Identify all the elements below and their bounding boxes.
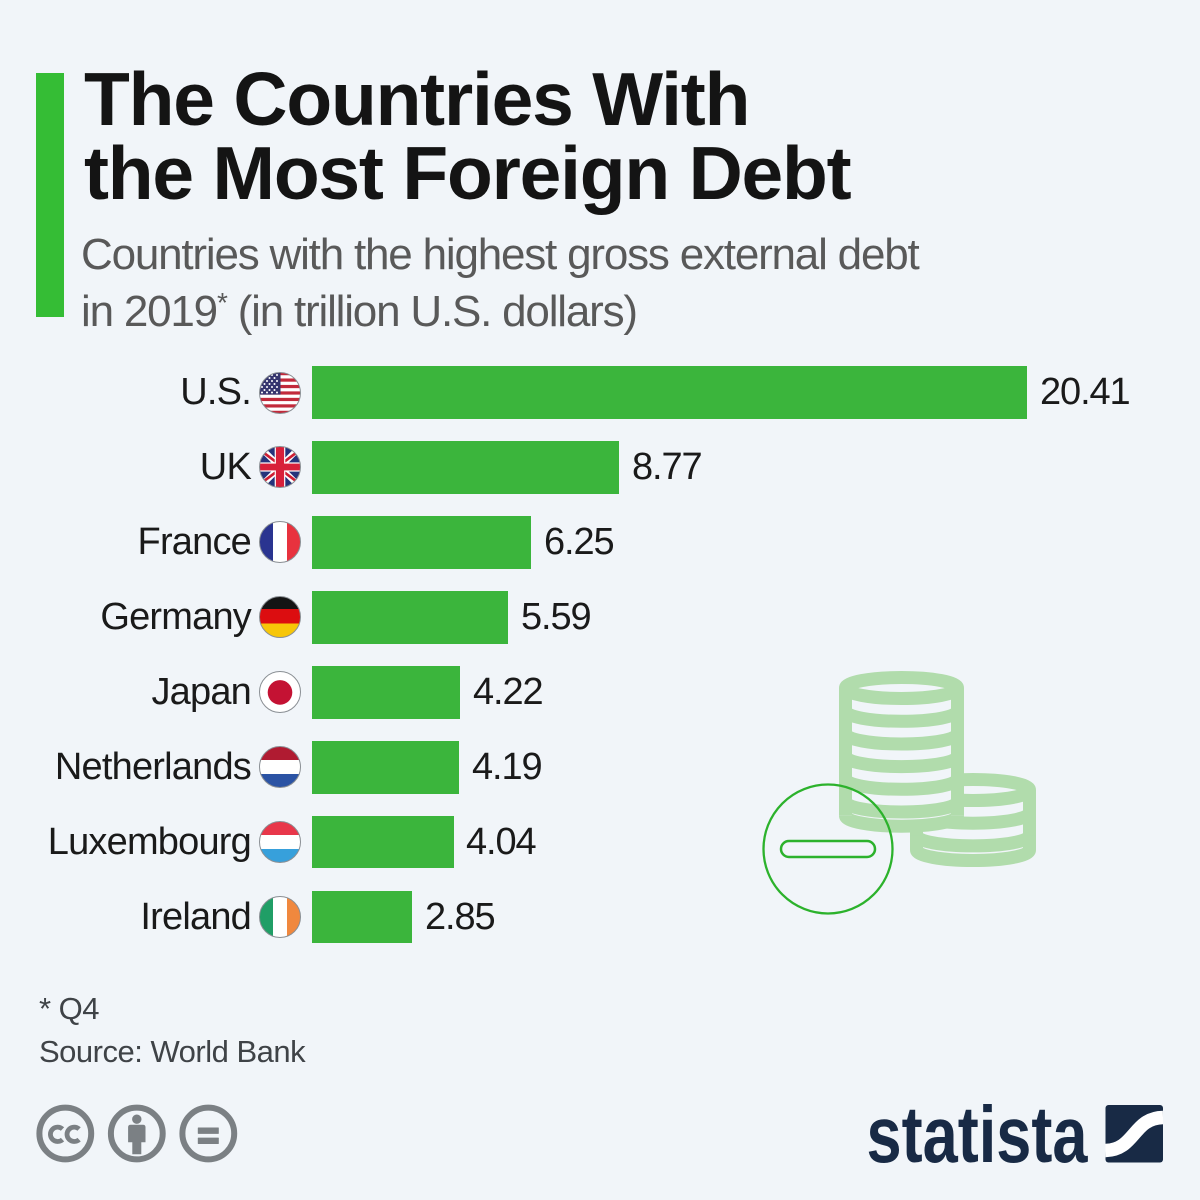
- svg-text:statista: statista: [867, 1090, 1088, 1179]
